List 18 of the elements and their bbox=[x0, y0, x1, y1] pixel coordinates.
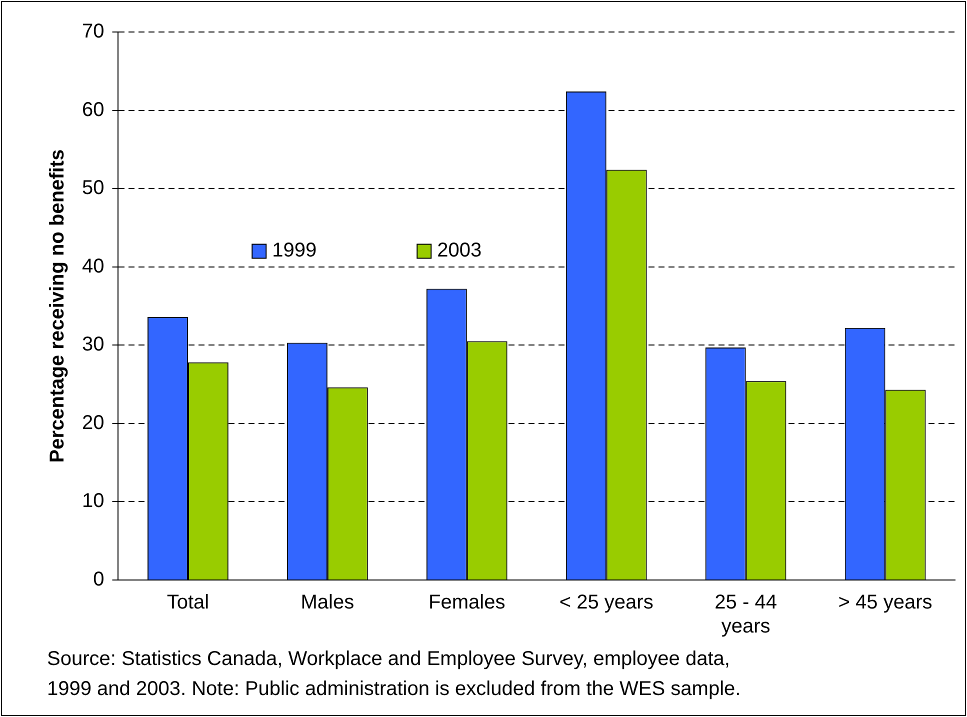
y-tick-label: 70 bbox=[82, 20, 104, 43]
y-tick-label: 0 bbox=[93, 568, 104, 591]
x-tick-label: < 25 years bbox=[559, 592, 654, 614]
source-note: Source: Statistics Canada, Workplace and Employee Survey, employee data, 1999 and 2003. Note: Public administration is excluded from the WES sample. bbox=[47, 647, 742, 702]
y-tick-label: 50 bbox=[82, 177, 104, 200]
x-tick-label: Males bbox=[300, 592, 354, 614]
x-tick-label: > 45 years bbox=[838, 592, 932, 614]
x-tick-label: Females bbox=[428, 592, 506, 614]
legend-label: 2003 bbox=[437, 240, 482, 262]
x-tick-label: 25 - 44 years bbox=[714, 592, 777, 638]
y-tick-label: 30 bbox=[82, 334, 104, 356]
y-tick-label: 10 bbox=[82, 490, 104, 512]
x-tick-label: Total bbox=[166, 592, 210, 614]
legend-label: 1999 bbox=[272, 240, 317, 262]
y-axis-title: Percentage receiving no benefits bbox=[46, 149, 69, 463]
y-tick-label: 60 bbox=[82, 98, 104, 121]
y-tick-label: 40 bbox=[82, 255, 104, 278]
y-tick-label: 20 bbox=[82, 412, 104, 434]
